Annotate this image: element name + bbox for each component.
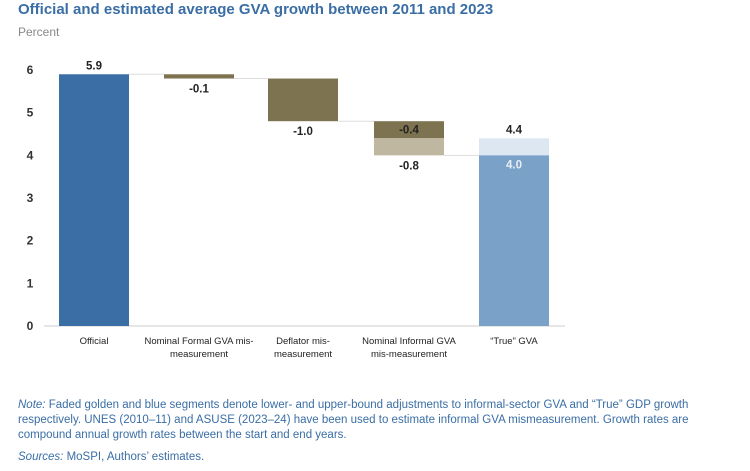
sources-text: MoSPI, Authors’ estimates. (63, 451, 205, 463)
y-tick-label: 0 (27, 319, 34, 333)
x-tick-label: Deflator mis- (276, 336, 330, 347)
x-tick-label: measurement (274, 349, 332, 360)
chart-sources: Sources: MoSPI, Authors’ estimates. (18, 450, 738, 465)
bar-segment (479, 138, 549, 156)
x-tick-label: measurement (170, 349, 228, 360)
y-tick-label: 2 (27, 234, 34, 248)
y-tick-label: 4 (27, 148, 34, 162)
bar-segment (479, 155, 549, 326)
data-label: 4.4 (506, 124, 523, 136)
bar-segment (164, 74, 234, 79)
x-tick-label: mis-measurement (371, 349, 447, 360)
y-tick-label: 5 (27, 106, 34, 120)
chart-title: Official and estimated average GVA growt… (18, 1, 494, 18)
y-tick-label: 1 (27, 276, 34, 290)
x-tick-label: “True” GVA (490, 336, 538, 347)
x-tick-label: Nominal Formal GVA mis- (144, 336, 253, 347)
x-tick-label: Nominal Informal GVA (362, 336, 456, 347)
data-label: -1.0 (293, 126, 313, 138)
data-label: 4.0 (506, 159, 522, 171)
y-tick-label: 6 (27, 63, 34, 77)
note-text: Faded golden and blue segments denote lo… (18, 399, 689, 441)
bar-segment (268, 78, 338, 122)
data-label: -0.1 (189, 84, 209, 96)
waterfall-chart: 0 1 2 3 4 5 6 5.9 -0.1 -1.0 -0.4 -0.8 4.4 4.0 Official… (27, 60, 565, 360)
data-label: 5.9 (86, 60, 102, 72)
data-label: -0.4 (399, 125, 419, 137)
x-tick-label: Official (80, 336, 109, 347)
sources-label: Sources: (18, 451, 64, 463)
bar-segment (59, 74, 129, 327)
note-label: Note: (18, 399, 46, 411)
unit-label: Percent (18, 25, 60, 39)
chart-note: Note: Faded golden and blue segments den… (18, 398, 738, 443)
data-label: -0.8 (399, 160, 419, 172)
y-tick-label: 3 (27, 191, 34, 205)
bar-segment (374, 121, 444, 139)
bar-segment (374, 138, 444, 156)
